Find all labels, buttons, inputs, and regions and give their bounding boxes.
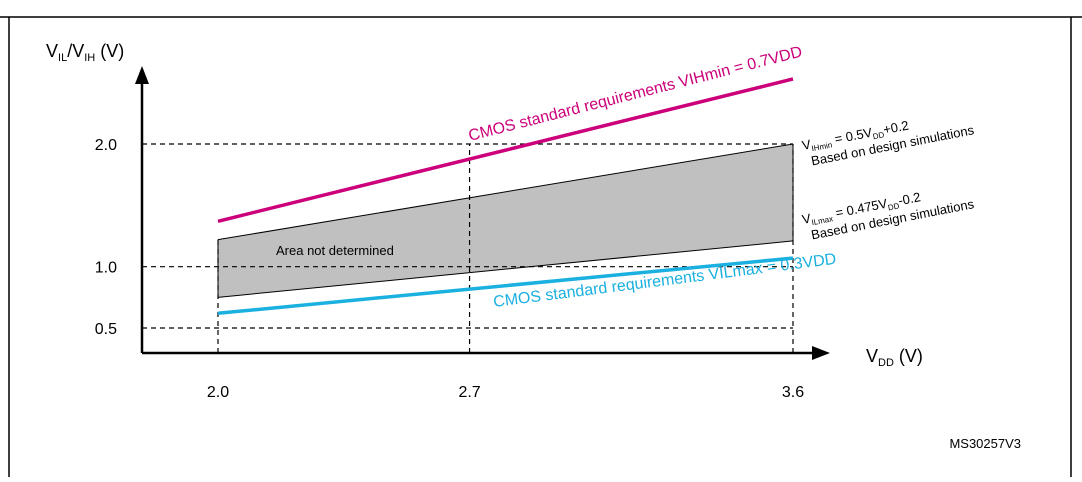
series-vilmax-design bbox=[217, 240, 794, 298]
series-cmos-vih bbox=[217, 77, 794, 223]
cmos-vih-label: CMOS standard requirements VIHmin = 0.7V… bbox=[467, 44, 804, 145]
band-label: Area not determined bbox=[276, 243, 394, 258]
y-tick-label-1.0: 1.0 bbox=[95, 260, 117, 277]
y-axis-arrow bbox=[135, 66, 149, 84]
figure-id: MS30257V3 bbox=[949, 436, 1021, 451]
vih-annotation: VIHmin = 0.5VDD+0.2 Based on design simu… bbox=[801, 118, 976, 169]
tick-layer: 2.0 2.7 3.6 0.5 1.0 2.0 bbox=[95, 137, 804, 401]
vil-annotation: VILmax = 0.475VDD-0.2 Based on design si… bbox=[801, 189, 976, 242]
x-axis-label: VDD (V) bbox=[866, 346, 923, 369]
x-tick-label-2.0: 2.0 bbox=[207, 384, 229, 401]
y-axis-label: VIL/VIH (V) bbox=[46, 41, 124, 64]
y-tick-label-2.0: 2.0 bbox=[95, 137, 117, 154]
series-vihmin-design bbox=[217, 143, 794, 241]
series-cmos-vil bbox=[217, 256, 794, 316]
x-tick-label-3.6: 3.6 bbox=[782, 384, 804, 401]
header-crop-strip bbox=[0, 0, 1082, 12]
grid-layer bbox=[142, 143, 794, 353]
undetermined-area bbox=[218, 144, 793, 298]
y-tick-label-0.5: 0.5 bbox=[95, 321, 117, 338]
x-axis-arrow bbox=[812, 346, 830, 360]
series-layer bbox=[217, 77, 794, 316]
x-tick-label-2.7: 2.7 bbox=[458, 384, 480, 401]
